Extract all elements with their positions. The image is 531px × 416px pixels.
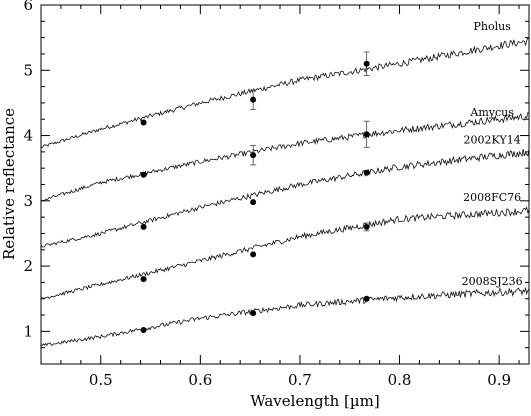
series-label-layer: Pholus Amycus 2002KY14 2008FC76 2008SJ236: [462, 20, 523, 288]
photometry-point: [140, 119, 147, 126]
series-label: 2008SJ236: [462, 275, 523, 288]
photometry-point: [250, 251, 257, 258]
y-tick-label: 5: [23, 61, 33, 79]
spectrum-line: [40, 37, 530, 149]
y-tick-label: 1: [23, 322, 33, 340]
x-tick-label: 0.7: [288, 371, 312, 389]
photometry-point: [363, 169, 370, 176]
x-tick-label: 0.6: [188, 371, 212, 389]
photometry-point: [250, 310, 257, 317]
spectra-layer: [40, 37, 530, 347]
series-label: Amycus: [469, 106, 514, 119]
y-tick-label: 4: [23, 127, 33, 145]
y-axis-title: Relative reflectance: [0, 108, 18, 260]
photometry-point: [363, 223, 370, 230]
series-label: 2002KY14: [464, 133, 521, 146]
photometry-point: [363, 131, 370, 138]
photometry-point: [140, 276, 147, 283]
axes-layer: 0.5 0.6 0.7 0.8 0.9 1 2 3 4 5 6: [23, 0, 530, 389]
y-tick-label: 6: [23, 0, 33, 14]
photometry-point: [363, 295, 370, 302]
photometry-point: [140, 223, 147, 230]
spectrum-line: [40, 148, 530, 248]
x-tick-label: 0.8: [388, 371, 412, 389]
photometry-point: [250, 199, 257, 206]
plot-frame: [40, 4, 530, 365]
series-label: Pholus: [473, 20, 511, 33]
spectrum-line: [40, 206, 530, 299]
series-label: 2008FC76: [463, 191, 521, 204]
spectrum-line: [40, 286, 530, 347]
x-axis-title: Wavelength [µm]: [250, 392, 379, 410]
x-tick-label: 0.9: [487, 371, 511, 389]
photometry-point: [250, 152, 257, 159]
spectrum-line: [40, 111, 530, 202]
x-tick-label: 0.5: [89, 371, 113, 389]
y-tick-label: 2: [23, 257, 33, 275]
photometry-layer: [140, 51, 370, 334]
photometry-point: [250, 96, 257, 103]
photometry-point: [140, 171, 147, 178]
y-tick-label: 3: [23, 192, 33, 210]
photometry-point: [140, 327, 147, 334]
photometry-point: [363, 60, 370, 67]
